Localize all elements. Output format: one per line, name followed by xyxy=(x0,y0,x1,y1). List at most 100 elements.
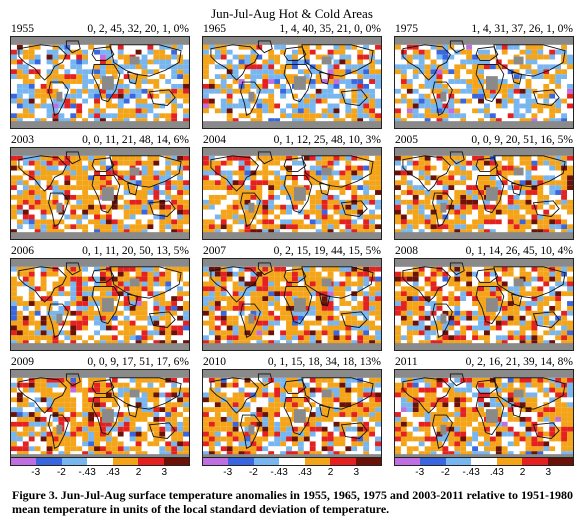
panel-year: 2005 xyxy=(395,134,418,146)
map-panel: 2006 0, 1, 11, 20, 50, 13, 5% xyxy=(10,244,190,351)
map-panel: 2010 0, 1, 15, 18, 34, 18, 13% xyxy=(202,355,382,462)
legend-swatch xyxy=(355,458,381,465)
legend-swatch xyxy=(420,458,446,465)
panel-year: 1975 xyxy=(395,23,418,35)
panel-year: 2010 xyxy=(203,356,226,368)
panel-stats: 0, 1, 14, 26, 45, 10, 4% xyxy=(465,245,573,257)
legend-tick: 2 xyxy=(135,467,142,478)
legend-tick: 2 xyxy=(327,467,334,478)
legend-swatch xyxy=(279,458,305,465)
map-panel: 2009 0, 0, 9, 17, 51, 17, 6% xyxy=(10,355,190,462)
legend-swatch xyxy=(112,458,139,465)
legend-tick: -3 xyxy=(31,467,41,478)
map-panel: 1965 1, 4, 40, 35, 21, 0, 0% xyxy=(202,22,382,129)
anomaly-map xyxy=(10,369,190,462)
panel-header: 1975 1, 4, 31, 37, 26, 1, 0% xyxy=(394,22,574,36)
anomaly-map xyxy=(10,36,190,129)
anomaly-map xyxy=(202,147,382,240)
map-panel: 2003 0, 0, 11, 21, 48, 14, 6% xyxy=(10,133,190,240)
panel-stats: 0, 1, 11, 20, 50, 13, 5% xyxy=(82,245,189,257)
panel-stats: 0, 1, 15, 18, 34, 18, 13% xyxy=(267,356,381,368)
anomaly-map xyxy=(202,369,382,462)
anomaly-map xyxy=(394,369,574,462)
panel-year: 1965 xyxy=(203,23,226,35)
legend-row: -3 -2 -.43 .43 2 3 -3 -2 -.43 .43 2 3 -3 -2 -.43 .43 2 3 xyxy=(10,457,574,478)
anomaly-map xyxy=(394,147,574,240)
anomaly-map xyxy=(202,258,382,351)
legend-tick: .43 xyxy=(297,467,312,478)
legend-swatch xyxy=(496,458,523,465)
legend-tick: 3 xyxy=(161,467,168,478)
figure-title: Jun-Jul-Aug Hot & Cold Areas xyxy=(211,6,373,21)
panel-stats: 0, 0, 9, 20, 51, 16, 5% xyxy=(471,134,573,146)
anomaly-map xyxy=(10,147,190,240)
map-panel-grid: 1955 0, 2, 45, 32, 20, 1, 0% 1965 1, 4, 40,… xyxy=(10,22,574,462)
legend-swatch xyxy=(11,458,37,465)
legend-tick: -.43 xyxy=(270,467,288,478)
panel-stats: 0, 2, 45, 32, 20, 1, 0% xyxy=(87,23,189,35)
panel-year: 2011 xyxy=(395,356,418,368)
panel-year: 1955 xyxy=(11,23,34,35)
legend-swatch xyxy=(36,458,62,465)
panel-header: 2005 0, 0, 9, 20, 51, 16, 5% xyxy=(394,133,574,147)
panel-year: 2007 xyxy=(203,245,226,257)
panel-stats: 1, 4, 40, 35, 21, 0, 0% xyxy=(279,23,381,35)
legend-tick: 2 xyxy=(519,467,526,478)
legend-tick: -3 xyxy=(223,467,233,478)
legend-tick: -2 xyxy=(440,467,450,478)
panel-stats: 0, 1, 12, 25, 48, 10, 3% xyxy=(273,134,381,146)
legend-tick-labels: -3 -2 -.43 .43 2 3 xyxy=(202,466,382,478)
map-panel: 2008 0, 1, 14, 26, 45, 10, 4% xyxy=(394,244,574,351)
legend-tick: 3 xyxy=(353,467,360,478)
panel-header: 1955 0, 2, 45, 32, 20, 1, 0% xyxy=(10,22,190,36)
panel-header: 2008 0, 1, 14, 26, 45, 10, 4% xyxy=(394,244,574,258)
legend-tick: -2 xyxy=(56,467,66,478)
legend-color-bar xyxy=(394,457,574,466)
anomaly-map xyxy=(394,258,574,351)
legend-tick: -.43 xyxy=(462,467,480,478)
legend-tick: .43 xyxy=(105,467,120,478)
color-legend: -3 -2 -.43 .43 2 3 xyxy=(10,457,190,478)
legend-color-bar xyxy=(202,457,382,466)
panel-stats: 0, 0, 9, 17, 51, 17, 6% xyxy=(87,356,189,368)
anomaly-map xyxy=(394,36,574,129)
map-panel: 2005 0, 0, 9, 20, 51, 16, 5% xyxy=(394,133,574,240)
legend-swatch xyxy=(203,458,229,465)
panel-header: 2003 0, 0, 11, 21, 48, 14, 6% xyxy=(10,133,190,147)
legend-swatch xyxy=(304,458,331,465)
legend-tick: 3 xyxy=(545,467,552,478)
map-panel: 2007 0, 2, 15, 19, 44, 15, 5% xyxy=(202,244,382,351)
legend-tick: .43 xyxy=(489,467,504,478)
panel-header: 2007 0, 2, 15, 19, 44, 15, 5% xyxy=(202,244,382,258)
panel-header: 1965 1, 4, 40, 35, 21, 0, 0% xyxy=(202,22,382,36)
panel-header: 2009 0, 0, 9, 17, 51, 17, 6% xyxy=(10,355,190,369)
figure-caption: Figure 3. Jun-Jul-Aug surface temperatur… xyxy=(12,488,573,516)
legend-tick: -3 xyxy=(415,467,425,478)
legend-swatch xyxy=(163,458,189,465)
legend-swatch xyxy=(445,458,472,465)
legend-swatch xyxy=(330,458,356,465)
legend-swatch xyxy=(547,458,573,465)
legend-swatch xyxy=(61,458,88,465)
legend-tick: -2 xyxy=(248,467,258,478)
legend-tick-labels: -3 -2 -.43 .43 2 3 xyxy=(394,466,574,478)
panel-year: 2008 xyxy=(395,245,418,257)
legend-color-bar xyxy=(10,457,190,466)
color-legend: -3 -2 -.43 .43 2 3 xyxy=(394,457,574,478)
panel-stats: 0, 2, 16, 21, 39, 14, 8% xyxy=(465,356,573,368)
panel-header: 2010 0, 1, 15, 18, 34, 18, 13% xyxy=(202,355,382,369)
panel-header: 2011 0, 2, 16, 21, 39, 14, 8% xyxy=(394,355,574,369)
map-panel: 2011 0, 2, 16, 21, 39, 14, 8% xyxy=(394,355,574,462)
legend-swatch xyxy=(522,458,548,465)
panel-year: 2004 xyxy=(203,134,226,146)
map-panel: 1955 0, 2, 45, 32, 20, 1, 0% xyxy=(10,22,190,129)
map-panel: 2004 0, 1, 12, 25, 48, 10, 3% xyxy=(202,133,382,240)
legend-swatch xyxy=(87,458,113,465)
legend-swatch xyxy=(471,458,497,465)
panel-header: 2006 0, 1, 11, 20, 50, 13, 5% xyxy=(10,244,190,258)
legend-tick-labels: -3 -2 -.43 .43 2 3 xyxy=(10,466,190,478)
panel-header: 2004 0, 1, 12, 25, 48, 10, 3% xyxy=(202,133,382,147)
legend-swatch xyxy=(395,458,421,465)
legend-swatch xyxy=(138,458,164,465)
anomaly-map xyxy=(10,258,190,351)
